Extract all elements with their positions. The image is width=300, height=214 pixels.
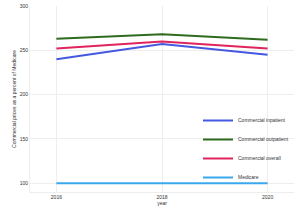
svg-text:Commercial outpatient: Commercial outpatient <box>238 136 289 142</box>
svg-text:Commercial inpatient: Commercial inpatient <box>238 117 286 123</box>
svg-text:Commercial overall: Commercial overall <box>238 155 281 161</box>
svg-text:year: year <box>157 200 167 206</box>
svg-text:250: 250 <box>20 47 29 53</box>
svg-text:2016: 2016 <box>51 194 62 200</box>
svg-text:150: 150 <box>20 136 29 142</box>
svg-text:200: 200 <box>20 91 29 97</box>
svg-text:2020: 2020 <box>262 194 273 200</box>
svg-text:2018: 2018 <box>156 194 167 200</box>
svg-text:300: 300 <box>20 3 29 9</box>
svg-text:Medicare: Medicare <box>238 174 259 180</box>
svg-text:Commercial prices as a percent: Commercial prices as a percent of Medica… <box>11 50 17 148</box>
svg-text:100: 100 <box>20 180 29 186</box>
